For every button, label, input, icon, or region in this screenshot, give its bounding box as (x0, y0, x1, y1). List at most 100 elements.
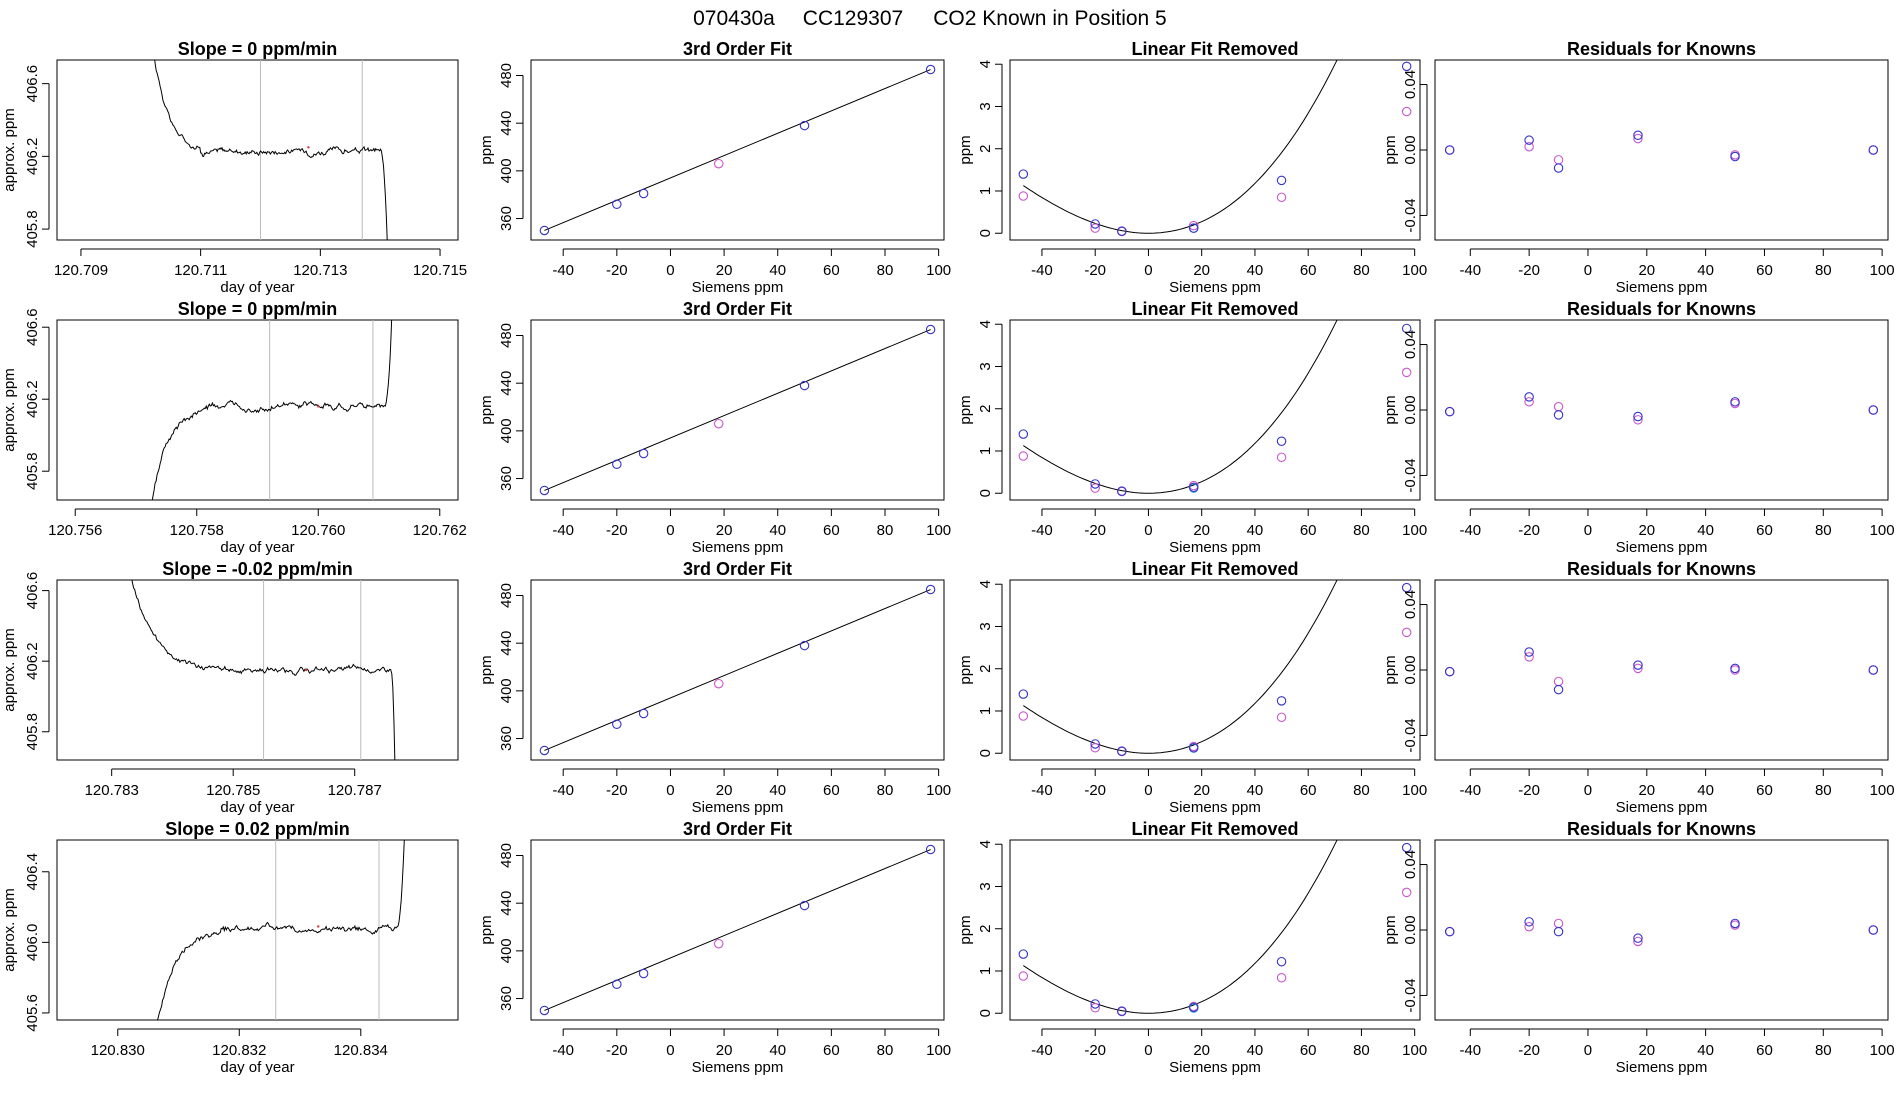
data-point-blue (612, 719, 622, 729)
data-point-magenta (1018, 191, 1029, 201)
x-tick-label: 80 (1815, 1042, 1832, 1059)
x-tick-label: -40 (552, 1042, 574, 1059)
x-tick-label: 120.834 (334, 1042, 388, 1059)
y-tick-label: 400 (498, 418, 515, 443)
data-point-magenta (1090, 223, 1100, 233)
y-tick-label: 405.6 (24, 994, 41, 1032)
x-axis-label: Siemens ppm (1169, 539, 1261, 556)
data-point-blue (1553, 410, 1564, 420)
panel-title: 3rd Order Fit (683, 299, 792, 319)
data-point-blue (1090, 999, 1100, 1009)
data-point-magenta (1090, 483, 1100, 493)
y-tick-label: -0.04 (1402, 198, 1419, 232)
x-tick-label: 80 (1353, 1042, 1370, 1059)
fit-curve (1023, 840, 1338, 1014)
panel-p0-1: 3rd Order Fit -40 -20 0 20 40 60 80 100 Siemens p… (478, 39, 951, 296)
x-tick-label: 40 (1697, 782, 1714, 799)
x-tick-label: 100 (1870, 262, 1895, 279)
data-point-magenta (1401, 367, 1412, 378)
x-tick-label: -40 (552, 522, 574, 539)
x-tick-label: 60 (1300, 1042, 1317, 1059)
panel-title: Linear Fit Removed (1131, 819, 1298, 839)
mean-mark (317, 925, 320, 928)
x-tick-label: 40 (1697, 1042, 1714, 1059)
x-tick-label: 40 (769, 1042, 786, 1059)
y-tick-label: 406.2 (24, 380, 41, 418)
y-tick-label: 3 (977, 622, 994, 630)
x-tick-label: 120.756 (48, 522, 102, 539)
x-tick-label: 100 (926, 522, 951, 539)
y-tick-label: 400 (498, 938, 515, 963)
data-point-magenta (1401, 106, 1412, 117)
y-tick-label: 360 (498, 726, 515, 751)
y-tick-label: 400 (498, 158, 515, 183)
data-point-blue (1868, 925, 1879, 935)
x-tick-label: 0 (666, 782, 674, 799)
data-point-blue (1117, 486, 1127, 496)
x-axis-label: Siemens ppm (1169, 279, 1261, 296)
plot-frame (56, 839, 459, 1021)
data-point-blue (539, 745, 550, 756)
data-point-blue (612, 979, 622, 989)
y-tick-label: 4 (977, 320, 994, 328)
y-axis-label: ppm (1382, 395, 1399, 424)
data-point-blue (799, 380, 810, 391)
y-tick-label: 440 (498, 631, 515, 656)
data-point-blue (1090, 479, 1100, 489)
panel-p3-1: 3rd Order Fit -40 -20 0 20 40 60 80 100 Siemens p… (478, 819, 951, 1076)
x-tick-label: 80 (1353, 262, 1370, 279)
data-point-magenta (1553, 155, 1564, 165)
y-axis-label: ppm (957, 915, 974, 944)
data-point-magenta (1401, 627, 1412, 638)
x-tick-label: 40 (769, 522, 786, 539)
x-tick-label: -40 (1459, 262, 1481, 279)
data-point-blue (1018, 949, 1029, 959)
x-tick-label: 120.711 (174, 262, 227, 279)
data-point-blue (1444, 145, 1455, 155)
y-tick-label: 0.00 (1402, 655, 1419, 684)
data-point-blue (612, 199, 622, 209)
ppm-trace-line (157, 840, 405, 1020)
x-tick-label: 60 (1300, 262, 1317, 279)
y-tick-label: 0 (977, 489, 994, 497)
data-point-blue (1188, 1002, 1199, 1013)
data-point-blue (1090, 219, 1100, 229)
x-tick-label: 80 (1815, 522, 1832, 539)
x-axis-label: day of year (220, 799, 294, 816)
data-point-magenta (1524, 921, 1534, 932)
data-point-blue (1444, 666, 1455, 677)
y-axis-label: approx. ppm (1, 888, 18, 971)
panel-title: 3rd Order Fit (683, 559, 792, 579)
data-point-magenta (1553, 401, 1564, 412)
x-tick-label: 0 (666, 1042, 674, 1059)
y-axis-label: approx. ppm (1, 108, 18, 191)
data-point-magenta (1633, 415, 1643, 425)
y-tick-label: 405.8 (24, 452, 41, 490)
data-point-blue (799, 900, 810, 911)
plot-frame (530, 319, 945, 501)
data-point-blue (1018, 689, 1029, 699)
panel-p1-3: Residuals for Knowns -40 -20 0 20 40 60 80 100 Si… (1382, 299, 1895, 556)
x-tick-label: -40 (1031, 522, 1053, 539)
x-tick-label: 60 (823, 262, 840, 279)
data-point-blue (1188, 482, 1199, 493)
y-tick-label: 406.4 (24, 853, 41, 891)
data-point-blue (925, 584, 936, 595)
y-tick-label: 3 (977, 102, 994, 110)
x-tick-label: -40 (1031, 1042, 1053, 1059)
x-tick-label: 20 (1193, 262, 1210, 279)
y-axis-label: ppm (478, 395, 495, 424)
x-tick-label: 120.715 (413, 262, 467, 279)
x-axis-label: day of year (220, 1059, 294, 1076)
x-tick-label: 120.758 (170, 522, 224, 539)
x-tick-label: -20 (1084, 1042, 1106, 1059)
data-point-magenta (1553, 676, 1564, 687)
y-tick-label: 360 (498, 986, 515, 1011)
y-tick-label: 406.6 (24, 308, 41, 346)
data-point-blue (1401, 323, 1412, 334)
x-tick-label: -20 (606, 782, 628, 799)
data-point-blue (925, 844, 936, 855)
y-tick-label: 406.6 (24, 65, 41, 103)
data-point-blue (1276, 175, 1287, 186)
